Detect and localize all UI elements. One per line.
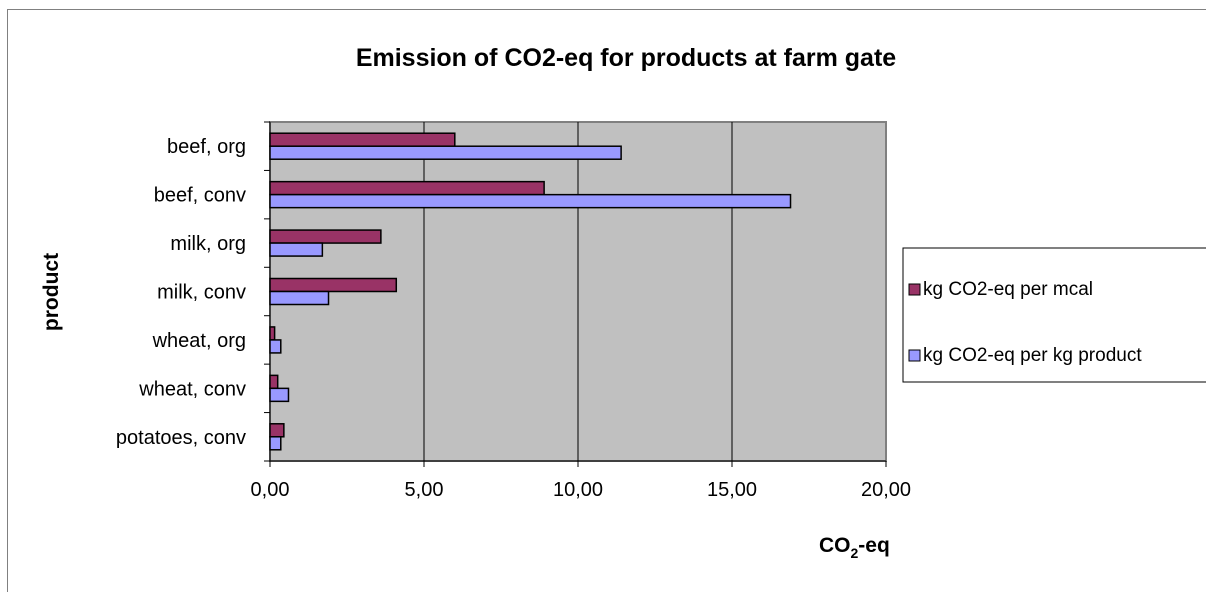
x-tick-label: 5,00 bbox=[405, 479, 444, 501]
bar bbox=[269, 374, 279, 390]
bar bbox=[269, 326, 276, 341]
category-label: milk, org bbox=[170, 233, 246, 255]
bar bbox=[269, 277, 398, 293]
category-label: beef, conv bbox=[154, 185, 246, 207]
y-axis-title: product bbox=[40, 253, 63, 331]
bar bbox=[269, 132, 456, 147]
category-label: potatoes, conv bbox=[116, 427, 246, 449]
bars bbox=[269, 132, 792, 451]
x-tick-label: 0,00 bbox=[251, 479, 290, 501]
bar bbox=[269, 339, 282, 354]
x-tick-label: 15,00 bbox=[707, 479, 757, 501]
legend-label-mcal: kg CO2-eq per mcal bbox=[923, 279, 1093, 300]
category-label: beef, org bbox=[167, 136, 246, 158]
category-label: milk, conv bbox=[157, 282, 246, 304]
bar bbox=[269, 290, 330, 306]
legend-swatch-mcal bbox=[908, 283, 921, 296]
category-labels: beef, org beef, conv milk, org milk, conv wh… bbox=[116, 121, 270, 462]
gridlines bbox=[423, 122, 733, 461]
legend: kg CO2-eq per mcal kg CO2-eq per kg prod… bbox=[902, 247, 1206, 383]
chart-title: Emission of CO2-eq for products at farm … bbox=[356, 44, 896, 72]
bar bbox=[269, 229, 382, 244]
x-tick-labels: 0,00 5,00 10,00 15,00 20,00 bbox=[251, 461, 911, 501]
legend-box bbox=[902, 247, 1206, 383]
category-label: wheat, conv bbox=[138, 378, 246, 400]
bar bbox=[269, 423, 285, 438]
bar bbox=[269, 436, 282, 451]
legend-swatch-kg-product bbox=[908, 349, 921, 362]
bar bbox=[269, 145, 622, 160]
chart-frame bbox=[7, 9, 1206, 592]
bar bbox=[269, 193, 792, 209]
x-tick-label: 10,00 bbox=[553, 479, 603, 501]
x-axis-title: CO2-eq bbox=[819, 534, 890, 561]
bar bbox=[269, 242, 324, 257]
x-tick-label: 20,00 bbox=[861, 479, 911, 501]
bar bbox=[269, 387, 290, 403]
category-label: wheat, org bbox=[152, 330, 246, 352]
x-axis-title-subscript: 2 bbox=[851, 545, 859, 561]
legend-label-kg-product: kg CO2-eq per kg product bbox=[923, 345, 1142, 366]
x-axis-title-tail: -eq bbox=[858, 534, 890, 557]
bar bbox=[269, 180, 545, 196]
x-axis-title-main: CO bbox=[819, 534, 851, 557]
